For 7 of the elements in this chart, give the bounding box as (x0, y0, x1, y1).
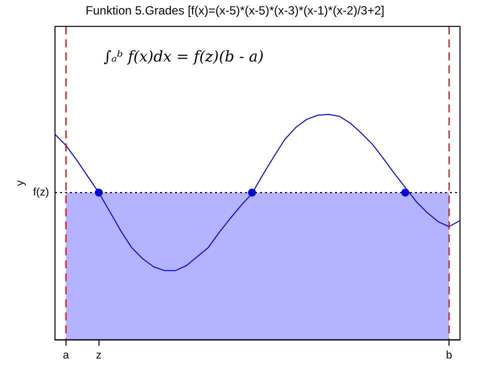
text: ∫ₐᵇ f(x)dx = f(z)(b - a) (104, 47, 264, 66)
x-tick-label: b (446, 349, 452, 362)
x-tick-label: z (96, 349, 102, 362)
x-tick-label: a (62, 349, 70, 362)
ref-line-label: f(z) (33, 186, 49, 199)
chart-title: Funktion 5.Grades [f(x)=(x-5)*(x-5)*(x-3)*(x-1)*(x-2)/3+2] (86, 4, 384, 18)
y-axis-title: y (14, 180, 27, 186)
